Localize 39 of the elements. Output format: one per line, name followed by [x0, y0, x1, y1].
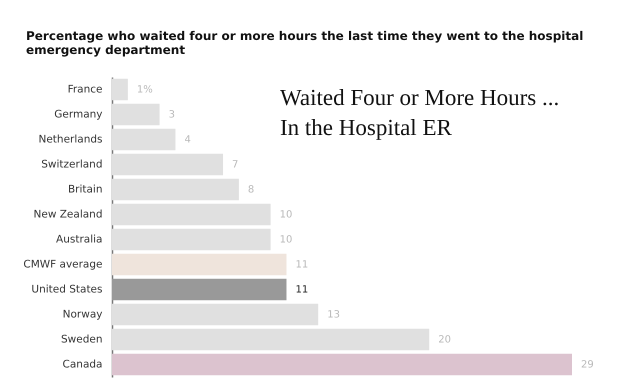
y-tick-label: Australia — [56, 234, 102, 246]
y-tick-label: Sweden — [61, 334, 102, 346]
annotation: In the Hospital ER — [280, 115, 452, 140]
bar — [112, 154, 224, 176]
bar — [112, 178, 239, 200]
y-tick-label: Canada — [62, 358, 102, 370]
data-label: 13 — [327, 310, 340, 320]
bar — [112, 354, 572, 376]
bar — [112, 204, 271, 226]
y-tick-label: Britain — [68, 184, 102, 196]
data-label: 8 — [248, 184, 254, 196]
y-tick-label: Switzerland — [41, 158, 102, 170]
y-tick-label: CMWF average — [23, 258, 102, 270]
data-label: 29 — [581, 360, 594, 370]
data-label: 1% — [136, 84, 153, 96]
bar — [112, 328, 430, 350]
y-tick-label: United States — [31, 284, 102, 296]
bar — [112, 304, 318, 326]
bar — [112, 278, 286, 300]
y-tick-label: Norway — [62, 308, 102, 320]
bar — [112, 104, 160, 126]
data-label: 10 — [280, 210, 292, 220]
data-label: 20 — [438, 334, 451, 346]
data-label: 10 — [280, 234, 292, 246]
y-tick-label: France — [68, 84, 102, 96]
bar — [112, 128, 176, 150]
data-label: 4 — [184, 134, 191, 146]
data-label: 7 — [232, 160, 238, 170]
bar — [112, 228, 271, 250]
y-tick-label: Germany — [54, 108, 102, 120]
y-tick-label: Netherlands — [38, 134, 102, 146]
bar — [112, 254, 286, 276]
data-label: 3 — [168, 110, 175, 120]
data-label: 11 — [295, 284, 308, 296]
data-label: 11 — [295, 260, 308, 270]
annotation: Waited Four or More Hours ... — [280, 85, 560, 110]
chart-title: Percentage who waited four or more hours the last time they went to the hospital emergency department — [26, 29, 584, 57]
y-tick-label: New Zealand — [34, 208, 102, 220]
bar — [112, 78, 128, 100]
